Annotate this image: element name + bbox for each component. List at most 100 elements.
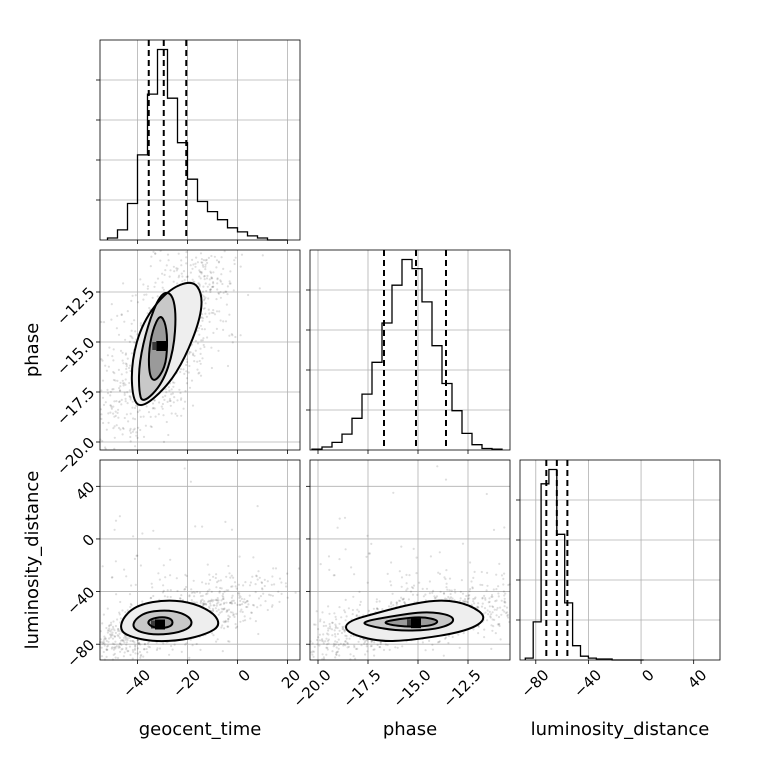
joint-phase-vs-luminosity-distance-point — [355, 647, 358, 651]
joint-geocent-time-vs-phase-point — [219, 279, 222, 282]
joint-geocent-time-vs-phase-point — [203, 275, 206, 278]
joint-geocent-time-vs-luminosity-distance-point — [133, 641, 136, 644]
joint-phase-vs-luminosity-distance-point — [328, 612, 331, 615]
joint-geocent-time-vs-luminosity-distance-point — [152, 529, 155, 532]
joint-phase-vs-luminosity-distance-point — [507, 583, 510, 587]
joint-geocent-time-vs-phase-point — [185, 358, 188, 361]
joint-phase-vs-luminosity-distance-point — [400, 576, 404, 579]
joint-geocent-time-vs-luminosity-distance-point — [140, 653, 143, 656]
joint-geocent-time-vs-phase-point — [198, 275, 201, 278]
joint-geocent-time-vs-phase-point — [180, 259, 183, 262]
joint-geocent-time-vs-luminosity-distance-point — [131, 639, 134, 643]
joint-phase-vs-luminosity-distance-point — [368, 552, 371, 555]
joint-geocent-time-vs-luminosity-distance-point — [222, 596, 225, 599]
joint-geocent-time-vs-phase-point — [200, 316, 203, 319]
joint-phase-vs-luminosity-distance-point — [370, 640, 373, 644]
joint-geocent-time-vs-luminosity-distance-point — [193, 595, 196, 598]
joint-geocent-time-vs-phase-point — [114, 379, 117, 382]
joint-phase-vs-luminosity-distance-point — [353, 644, 356, 647]
joint-phase-vs-luminosity-distance-point — [336, 650, 340, 653]
joint-phase-vs-luminosity-distance-point — [350, 566, 353, 569]
xlabel-phase: phase — [383, 719, 437, 740]
joint-geocent-time-vs-luminosity-distance-point — [113, 652, 116, 655]
joint-geocent-time-vs-phase-point — [201, 319, 204, 322]
joint-geocent-time-vs-phase-point — [203, 278, 206, 281]
joint-phase-vs-luminosity-distance-point — [312, 650, 316, 653]
joint-phase-vs-luminosity-distance-point — [472, 597, 475, 601]
joint-geocent-time-vs-phase-point — [183, 400, 187, 403]
joint-geocent-time-vs-luminosity-distance-point — [110, 633, 113, 636]
joint-geocent-time-vs-luminosity-distance-point — [126, 650, 129, 653]
joint-geocent-time-vs-phase-point — [191, 404, 195, 407]
joint-geocent-time-vs-phase-point — [146, 285, 150, 288]
joint-geocent-time-vs-phase-point — [185, 262, 188, 265]
joint-geocent-time-vs-phase-point — [173, 396, 176, 399]
joint-geocent-time-vs-phase-point — [247, 293, 250, 297]
joint-geocent-time-vs-phase-point — [136, 333, 139, 336]
joint-geocent-time-vs-phase-point — [151, 296, 154, 299]
joint-geocent-time-vs-luminosity-distance-point — [199, 600, 202, 603]
joint-geocent-time-vs-luminosity-distance-point — [280, 581, 283, 584]
joint-geocent-time-vs-luminosity-distance-point — [111, 576, 114, 579]
joint-geocent-time-vs-phase-point — [151, 402, 155, 405]
joint-geocent-time-vs-luminosity-distance-point — [100, 641, 103, 644]
joint-geocent-time-vs-luminosity-distance-point — [101, 565, 104, 568]
joint-phase-vs-luminosity-distance-point — [489, 615, 492, 618]
joint-geocent-time-vs-phase-point — [199, 347, 202, 350]
joint-geocent-time-vs-luminosity-distance-point — [128, 593, 132, 596]
joint-geocent-time-vs-phase-point — [115, 424, 118, 427]
joint-geocent-time-vs-phase-point — [210, 276, 213, 279]
joint-phase-vs-luminosity-distance-point — [325, 637, 328, 640]
joint-geocent-time-vs-phase-point — [216, 288, 219, 291]
joint-geocent-time-vs-luminosity-distance-point — [188, 656, 191, 659]
joint-geocent-time-vs-phase-point — [181, 275, 184, 278]
joint-geocent-time-vs-luminosity-distance-point — [103, 644, 106, 647]
joint-phase-vs-luminosity-distance-point — [433, 595, 436, 598]
joint-phase-vs-luminosity-distance-point — [402, 597, 405, 600]
joint-geocent-time-vs-phase-point — [210, 311, 213, 314]
joint-geocent-time-vs-luminosity-distance-point — [243, 615, 246, 618]
joint-geocent-time-vs-luminosity-distance-point — [251, 603, 255, 607]
joint-phase-vs-luminosity-distance-point — [500, 613, 503, 616]
joint-geocent-time-vs-luminosity-distance-point — [246, 605, 249, 609]
joint-geocent-time-vs-phase-point — [102, 403, 106, 406]
joint-geocent-time-vs-luminosity-distance-point — [168, 653, 171, 656]
joint-geocent-time-vs-luminosity-distance-point — [235, 587, 238, 590]
joint-geocent-time-vs-phase-point — [182, 368, 185, 371]
joint-geocent-time-vs-luminosity-distance-point — [277, 590, 280, 593]
joint-geocent-time-vs-phase-point — [224, 320, 228, 323]
joint-geocent-time-vs-phase-point — [131, 406, 134, 409]
joint-geocent-time-vs-phase-point — [115, 327, 118, 330]
joint-geocent-time-vs-luminosity-distance-point — [223, 608, 226, 611]
joint-geocent-time-vs-luminosity-distance-point — [108, 633, 112, 636]
joint-geocent-time-vs-phase-point — [122, 362, 125, 365]
joint-geocent-time-vs-phase-point — [106, 354, 109, 357]
joint-geocent-time-vs-luminosity-distance-point — [179, 597, 182, 600]
joint-geocent-time-vs-phase-point — [172, 280, 175, 283]
joint-geocent-time-vs-phase-point — [110, 318, 113, 321]
joint-geocent-time-vs-luminosity-distance-point — [123, 651, 126, 654]
joint-geocent-time-vs-phase-point — [136, 301, 140, 304]
joint-geocent-time-vs-phase-point — [188, 386, 192, 389]
joint-geocent-time-vs-phase-point — [226, 293, 229, 296]
joint-phase-vs-luminosity-distance-point — [436, 465, 439, 468]
joint-geocent-time-vs-phase-point — [207, 297, 210, 300]
joint-phase-vs-luminosity-distance-point — [344, 611, 347, 614]
joint-geocent-time-vs-luminosity-distance-point — [134, 652, 137, 655]
joint-geocent-time-vs-luminosity-distance-point — [191, 644, 194, 647]
joint-geocent-time-vs-luminosity-distance-point — [155, 648, 158, 652]
joint-phase-vs-luminosity-distance-point — [462, 632, 465, 635]
joint-geocent-time-vs-phase-point — [104, 446, 107, 449]
joint-phase-vs-luminosity-distance-point — [503, 600, 506, 603]
joint-geocent-time-vs-phase-point — [204, 268, 207, 271]
joint-geocent-time-vs-phase-point — [205, 315, 208, 318]
joint-geocent-time-vs-luminosity-distance-point — [125, 575, 128, 578]
joint-phase-vs-luminosity-distance-point — [379, 646, 382, 649]
joint-geocent-time-vs-luminosity-distance-point — [110, 576, 113, 579]
joint-geocent-time-vs-luminosity-distance-point — [145, 647, 148, 651]
joint-geocent-time-vs-phase-point — [133, 406, 137, 410]
joint-geocent-time-vs-phase-point — [185, 251, 188, 254]
joint-geocent-time-vs-luminosity-distance-point — [261, 587, 264, 590]
joint-geocent-time-vs-luminosity-distance-point — [122, 655, 125, 658]
joint-geocent-time-vs-luminosity-distance-point — [128, 645, 132, 648]
